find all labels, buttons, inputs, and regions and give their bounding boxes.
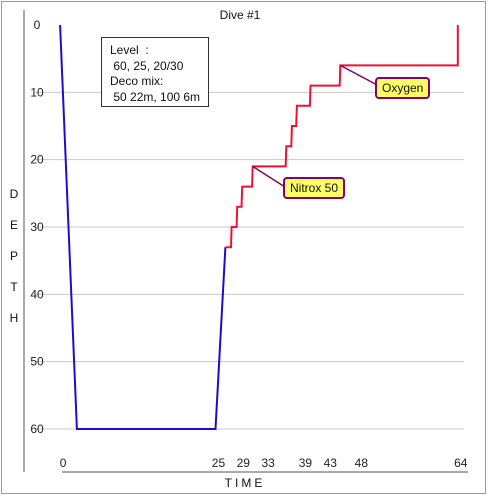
x-tick-label: 33 [261,456,275,470]
x-tick-label: 43 [324,456,338,470]
axes [23,10,468,473]
descent-bottom-line [59,24,227,430]
annotation-leader [252,165,286,188]
x-tick-label: 39 [299,456,313,470]
annotation-leaders [252,64,380,188]
y-axis-label-letter: P [10,249,18,263]
dive-info-box: Level : 60, 25, 20/30 Deco mix: 50 22m, … [101,37,209,107]
x-tick-label: 48 [355,456,369,470]
x-tick-label: 29 [237,456,251,470]
info-line: Deco mix: [110,74,164,88]
y-tick-label: 30 [30,220,44,234]
y-tick-label: 60 [30,422,44,436]
x-tick-label: 64 [454,456,468,470]
annotation-oxygen: Oxygen [375,77,431,99]
y-axis-label-letter: H [10,311,19,325]
y-tick-label: 0 [34,18,41,32]
grid [35,91,464,430]
y-axis-label: D E P T H [10,187,19,325]
info-line: 60, 25, 20/30 [110,58,184,73]
y-tick-labels: 0 10 20 30 40 50 60 [30,18,44,436]
decompression-line [225,25,459,249]
x-tick-label: 25 [212,456,226,470]
chart-title: Dive #1 [220,8,261,22]
y-tick-label: 20 [30,153,44,167]
x-axis-label: TIME [225,476,266,490]
annotation-leader [339,64,380,87]
y-axis-label-letter: D [10,187,19,201]
y-tick-label: 50 [30,355,44,369]
y-axis-label-letter: T [10,280,18,294]
x-tick-label: 0 [60,456,67,470]
annotation-nitrox-50: Nitrox 50 [283,177,346,199]
x-tick-labels: 0 25 29 33 39 43 48 64 [60,456,468,470]
info-line: 50 22m, 100 6m [110,89,201,104]
info-line: Level : [110,43,149,57]
y-axis-label-letter: E [10,218,18,232]
series-lines [59,24,459,430]
y-tick-label: 40 [30,287,44,301]
y-tick-label: 10 [30,85,44,99]
